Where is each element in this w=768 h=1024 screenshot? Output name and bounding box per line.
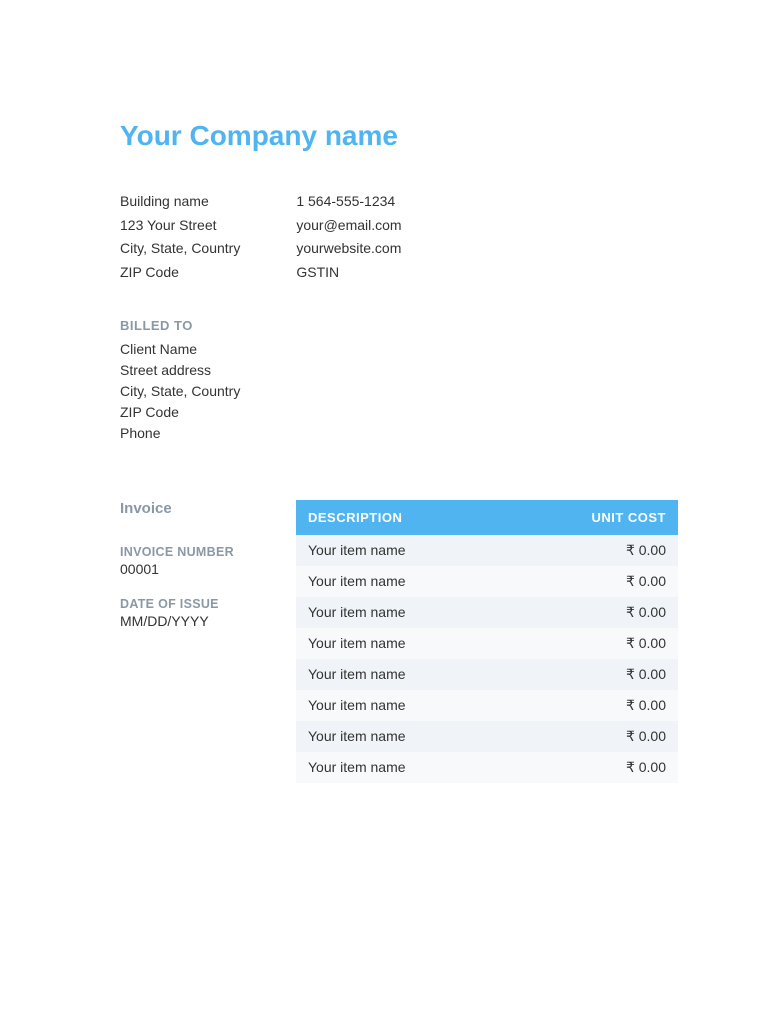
table-row: Your item name₹ 0.00 bbox=[296, 566, 678, 597]
invoice-main: Invoice INVOICE NUMBER 00001 DATE OF ISS… bbox=[120, 500, 678, 783]
table-row: Your item name₹ 0.00 bbox=[296, 628, 678, 659]
row-description: Your item name bbox=[308, 573, 556, 590]
row-unit-cost: ₹ 0.00 bbox=[556, 697, 666, 714]
company-info: Building name 123 Your Street City, Stat… bbox=[120, 192, 678, 282]
client-phone: Phone bbox=[120, 423, 678, 444]
invoice-date-label: DATE OF ISSUE bbox=[120, 597, 268, 611]
invoice-number-label: INVOICE NUMBER bbox=[120, 545, 268, 559]
row-unit-cost: ₹ 0.00 bbox=[556, 635, 666, 652]
client-name: Client Name bbox=[120, 339, 678, 360]
invoice-date: MM/DD/YYYY bbox=[120, 613, 268, 629]
row-unit-cost: ₹ 0.00 bbox=[556, 542, 666, 559]
row-description: Your item name bbox=[308, 542, 556, 559]
company-address: Building name 123 Your Street City, Stat… bbox=[120, 192, 240, 282]
row-unit-cost: ₹ 0.00 bbox=[556, 759, 666, 776]
header-description: DESCRIPTION bbox=[308, 510, 556, 525]
header-unit-cost: UNIT COST bbox=[556, 510, 666, 525]
row-unit-cost: ₹ 0.00 bbox=[556, 666, 666, 683]
row-description: Your item name bbox=[308, 635, 556, 652]
invoice-number: 00001 bbox=[120, 561, 268, 577]
table-header: DESCRIPTION UNIT COST bbox=[296, 500, 678, 535]
contact-phone: 1 564-555-1234 bbox=[296, 192, 401, 212]
address-city: City, State, Country bbox=[120, 239, 240, 259]
invoice-meta: Invoice INVOICE NUMBER 00001 DATE OF ISS… bbox=[120, 500, 268, 783]
company-contact: 1 564-555-1234 your@email.com yourwebsit… bbox=[296, 192, 401, 282]
address-zip: ZIP Code bbox=[120, 263, 240, 283]
row-unit-cost: ₹ 0.00 bbox=[556, 604, 666, 621]
contact-website: yourwebsite.com bbox=[296, 239, 401, 259]
billed-to-label: BILLED TO bbox=[120, 318, 678, 333]
table-row: Your item name₹ 0.00 bbox=[296, 690, 678, 721]
table-row: Your item name₹ 0.00 bbox=[296, 752, 678, 783]
table-row: Your item name₹ 0.00 bbox=[296, 721, 678, 752]
table-body: Your item name₹ 0.00Your item name₹ 0.00… bbox=[296, 535, 678, 783]
row-description: Your item name bbox=[308, 697, 556, 714]
invoice-heading: Invoice bbox=[120, 500, 268, 517]
row-description: Your item name bbox=[308, 666, 556, 683]
invoice-table: DESCRIPTION UNIT COST Your item name₹ 0.… bbox=[296, 500, 678, 783]
company-name: Your Company name bbox=[120, 120, 678, 152]
billed-to-section: BILLED TO Client Name Street address Cit… bbox=[120, 318, 678, 444]
row-unit-cost: ₹ 0.00 bbox=[556, 728, 666, 745]
row-unit-cost: ₹ 0.00 bbox=[556, 573, 666, 590]
contact-gstin: GSTIN bbox=[296, 263, 401, 283]
client-city: City, State, Country bbox=[120, 381, 678, 402]
client-street: Street address bbox=[120, 360, 678, 381]
row-description: Your item name bbox=[308, 759, 556, 776]
row-description: Your item name bbox=[308, 604, 556, 621]
contact-email: your@email.com bbox=[296, 216, 401, 236]
table-row: Your item name₹ 0.00 bbox=[296, 659, 678, 690]
address-street: 123 Your Street bbox=[120, 216, 240, 236]
invoice-table-wrapper: DESCRIPTION UNIT COST Your item name₹ 0.… bbox=[296, 500, 678, 783]
address-building: Building name bbox=[120, 192, 240, 212]
row-description: Your item name bbox=[308, 728, 556, 745]
table-row: Your item name₹ 0.00 bbox=[296, 535, 678, 566]
table-row: Your item name₹ 0.00 bbox=[296, 597, 678, 628]
client-zip: ZIP Code bbox=[120, 402, 678, 423]
